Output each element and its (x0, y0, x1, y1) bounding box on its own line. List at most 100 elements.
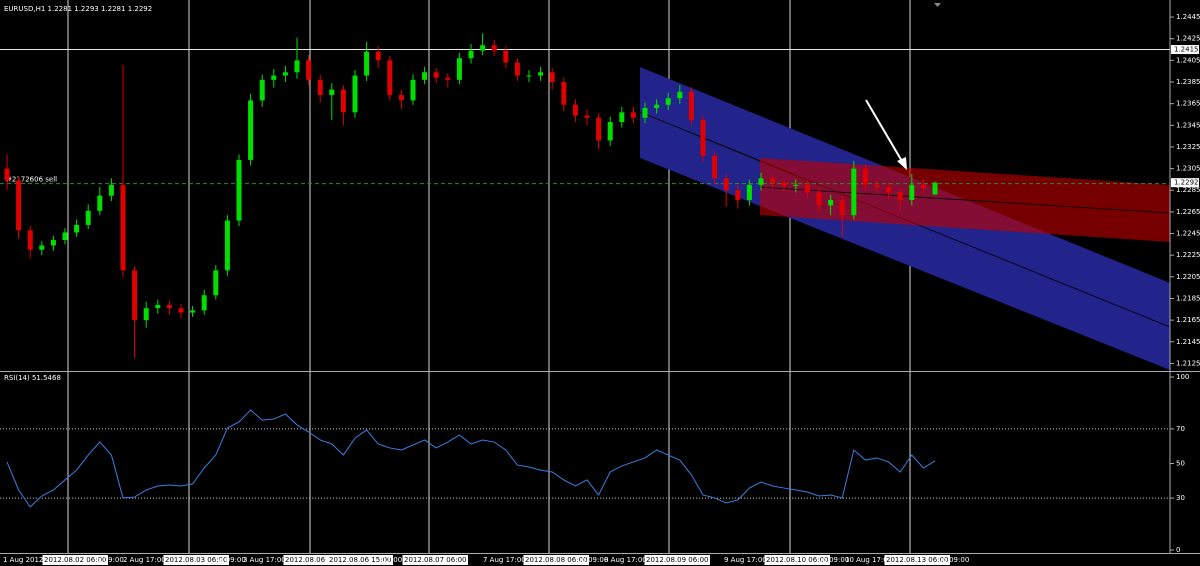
x-tick-label: 2012.08.10 06:00 (766, 556, 828, 564)
candle-body (39, 245, 45, 250)
candle-body (213, 270, 219, 296)
x-label-box (327, 555, 393, 565)
candle-body (190, 310, 196, 313)
drawing-objects (639, 67, 1171, 370)
candle-body (862, 168, 868, 185)
y-tick-label: 1.2245 (1176, 230, 1200, 238)
y-tick-label: 1.2285 (1176, 186, 1200, 194)
candle-body (132, 270, 138, 321)
candle-body (897, 192, 903, 200)
candle-body (74, 224, 80, 233)
x-label-box (764, 555, 830, 565)
h-line-label-box (1171, 45, 1199, 55)
candle-body (16, 180, 22, 231)
candle-body (340, 89, 346, 113)
candle-body (514, 62, 520, 76)
y-tick-label: 1.2225 (1176, 251, 1200, 259)
y-tick-label: 100 (1176, 373, 1189, 381)
candle-body (236, 159, 242, 221)
x-tick-label: 9 Aug 17:00 (724, 556, 767, 564)
y-tick-label: 1.2405 (1176, 56, 1200, 64)
candle-body (62, 232, 68, 241)
x-label-box (884, 555, 950, 565)
candle-body (4, 168, 10, 181)
x-label-box (402, 555, 468, 565)
y-tick-label: 1.2425 (1176, 35, 1200, 43)
order-label: #2172606 sell (6, 176, 57, 184)
x-label-box (523, 555, 589, 565)
candle-body (665, 98, 671, 105)
x-tick-label: 3 Aug 17:00 (243, 556, 286, 564)
candle-body (572, 104, 578, 116)
shift-marker (934, 3, 941, 7)
last-price-box (1171, 178, 1199, 188)
candle-body (410, 79, 416, 101)
candle-body (723, 178, 729, 191)
x-label-box (42, 555, 108, 565)
candle-body (50, 240, 56, 246)
candle-body (630, 112, 636, 118)
candle-body (480, 45, 486, 51)
candle-body (201, 295, 207, 311)
candle-body (561, 82, 567, 105)
candle-body (282, 72, 288, 76)
candle-body (596, 117, 602, 141)
y-tick-label: 1.2125 (1176, 359, 1200, 367)
candle-body (375, 51, 381, 61)
x-tick-label: 17:00 (382, 556, 402, 564)
candle-body (491, 45, 497, 51)
candle-body (700, 119, 706, 156)
candle-body (108, 184, 114, 196)
channel-center-line (759, 186, 1171, 214)
candle-body (422, 72, 428, 80)
x-tick-label: 1 Aug 2012 (3, 556, 43, 564)
x-tick-label: 2012.08.08 06:00 (525, 556, 587, 564)
candle-body (932, 182, 938, 195)
candle-body (445, 77, 451, 80)
candle-body (178, 308, 184, 313)
candle-body (886, 187, 892, 193)
arrow-head (897, 157, 907, 170)
y-tick-label: 1.2185 (1176, 294, 1200, 302)
candle-body (781, 182, 787, 186)
candle-body (398, 95, 404, 101)
candle-body (909, 184, 915, 200)
y-tick-label: 1.2165 (1176, 316, 1200, 324)
candle-body (549, 72, 555, 83)
candle-body (642, 107, 648, 118)
candle-body (456, 58, 462, 80)
candle-body (677, 91, 683, 99)
candle-body (746, 184, 752, 200)
candle-body (920, 184, 926, 189)
candle-body (294, 60, 300, 73)
y-tick-label: 50 (1176, 460, 1185, 468)
candle-body (352, 75, 358, 113)
x-tick-label: g 09:00 (97, 556, 124, 564)
candle-body (735, 190, 741, 200)
x-tick-label: g 09:00 (219, 556, 246, 564)
candle-body (27, 230, 33, 250)
candle-body (851, 168, 857, 216)
candle-body (143, 308, 149, 321)
candle-body (526, 75, 532, 77)
rsi-title: RSI(14) 51.5468 (4, 374, 61, 382)
candle-body (584, 115, 590, 118)
x-label-box (644, 555, 710, 565)
arrow-shaft (865, 99, 904, 164)
candle-body (770, 178, 776, 183)
candle-body (538, 72, 544, 76)
x-tick-label: 2012.08.13 06:00 (886, 556, 948, 564)
x-label-box (283, 555, 345, 565)
x-tick-label: ug 09:00 (938, 556, 969, 564)
x-tick-label: 2 Aug 17:00 (123, 556, 166, 564)
candle-body (166, 304, 172, 309)
x-tick-label: 2012.08.06 06:0 (285, 556, 343, 564)
y-tick-label: 30 (1176, 494, 1185, 502)
candle-body (503, 50, 509, 63)
x-tick-label: 2012.08.07 06:00 (404, 556, 466, 564)
candle-body (804, 184, 810, 193)
candle-body (758, 178, 764, 185)
y-tick-label: 1.2145 (1176, 338, 1200, 346)
